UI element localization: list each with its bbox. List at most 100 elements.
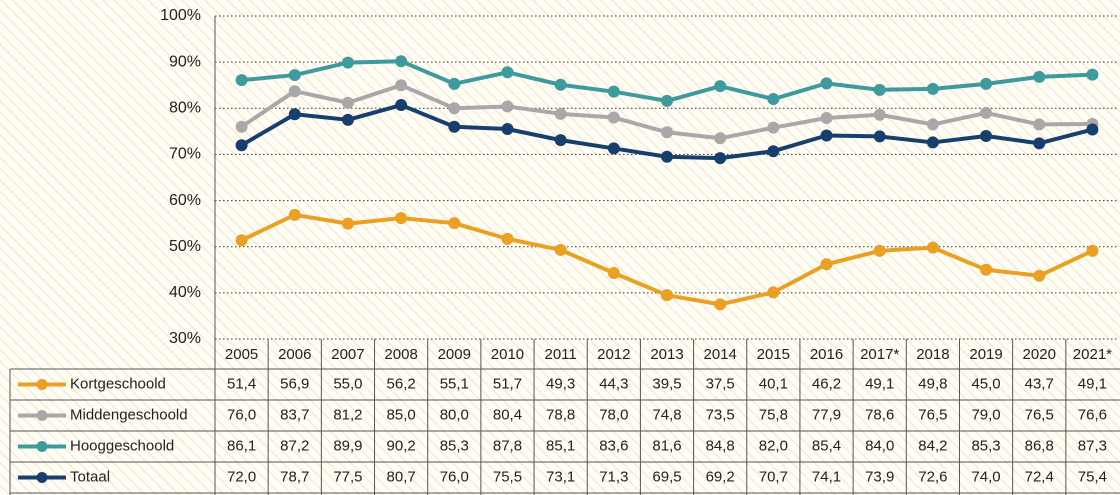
data-point [1086,68,1099,81]
data-label: 49,3 [546,375,575,392]
data-point [926,136,939,149]
data-point [341,56,354,69]
data-label: 85,4 [812,437,841,454]
data-label: 89,9 [333,437,362,454]
data-point [820,258,833,271]
data-point [554,243,567,256]
data-label: 44,3 [599,375,628,392]
data-label: 87,2 [280,437,309,454]
data-label: 87,8 [493,437,522,454]
data-point [341,113,354,126]
data-label: 51,7 [493,375,522,392]
data-point [288,108,301,121]
data-label: 84,2 [918,437,947,454]
x-tick-label: 2016 [810,346,843,363]
data-point [395,55,408,68]
y-tick-label: 30% [169,330,201,347]
data-label: 55,1 [440,375,469,392]
data-point [820,129,833,142]
data-point [501,66,514,79]
data-point [661,126,673,139]
data-label: 86,8 [1025,437,1054,454]
data-point [288,85,301,98]
data-label: 56,2 [387,375,416,392]
data-point [607,142,620,155]
data-label: 80,4 [493,406,522,423]
data-point [448,77,461,90]
data-point [395,99,408,112]
data-point [980,77,993,90]
data-point [235,234,248,247]
data-label: 74,1 [812,468,841,485]
data-label: 45,0 [971,375,1000,392]
data-label: 85,0 [387,406,416,423]
data-label: 49,1 [865,375,894,392]
data-label: 72,4 [1025,468,1054,485]
data-label: 77,9 [812,406,841,423]
data-point [448,217,461,230]
x-tick-label: 2021* [1073,346,1112,363]
data-point [767,93,780,106]
data-label: 73,5 [706,406,735,423]
data-label: 76,6 [1078,406,1107,423]
data-label: 39,5 [652,375,681,392]
data-point [767,121,780,134]
data-label: 75,8 [759,406,788,423]
data-label: 69,5 [652,468,681,485]
data-point [501,100,514,113]
data-label: 82,0 [759,437,788,454]
data-label: 46,2 [812,375,841,392]
data-label: 81,2 [333,406,362,423]
data-label: 49,1 [1078,375,1107,392]
data-label: 87,3 [1078,437,1107,454]
data-label: 76,0 [440,468,469,485]
data-label: 74,8 [652,406,681,423]
data-label: 85,1 [546,437,575,454]
data-label: 77,5 [333,468,362,485]
data-point [1033,118,1046,131]
data-point [714,152,727,165]
x-tick-label: 2011 [545,346,577,363]
data-point [235,120,248,133]
data-label: 76,5 [1025,406,1054,423]
data-label: 73,1 [546,468,575,485]
data-label: 78,8 [546,406,575,423]
x-tick-label: 2010 [491,346,524,363]
x-tick-label: 2018 [916,346,949,363]
data-point [926,82,939,95]
data-point [1033,137,1046,150]
data-point [395,212,408,225]
data-point [288,69,301,82]
legend-key-marker [36,410,48,421]
data-point [980,129,993,142]
data-point [873,108,886,121]
data-point [501,232,514,245]
data-label: 76,5 [918,406,947,423]
data-label: 55,0 [333,375,362,392]
data-label: 80,0 [440,406,469,423]
data-point [661,289,673,302]
data-point [501,123,514,136]
data-point [607,267,620,280]
data-point [980,263,993,276]
data-label: 75,5 [493,468,522,485]
data-point [873,83,886,96]
data-label: 76,0 [227,406,256,423]
data-label: 70,7 [759,468,788,485]
data-label: 85,3 [971,437,1000,454]
data-label: 49,8 [918,375,947,392]
data-label: 84,8 [706,437,735,454]
data-point [1086,244,1099,257]
data-label: 71,3 [599,468,628,485]
x-tick-label: 2019 [969,346,1002,363]
data-point [341,96,354,109]
data-label: 69,2 [706,468,735,485]
y-tick-label: 80% [169,100,201,117]
data-point [714,80,727,93]
legend-key-marker [36,472,48,483]
y-tick-label: 90% [169,53,201,70]
data-label: 72,6 [918,468,947,485]
legend-label: Kortgeschoold [70,375,166,392]
data-label: 73,9 [865,468,894,485]
